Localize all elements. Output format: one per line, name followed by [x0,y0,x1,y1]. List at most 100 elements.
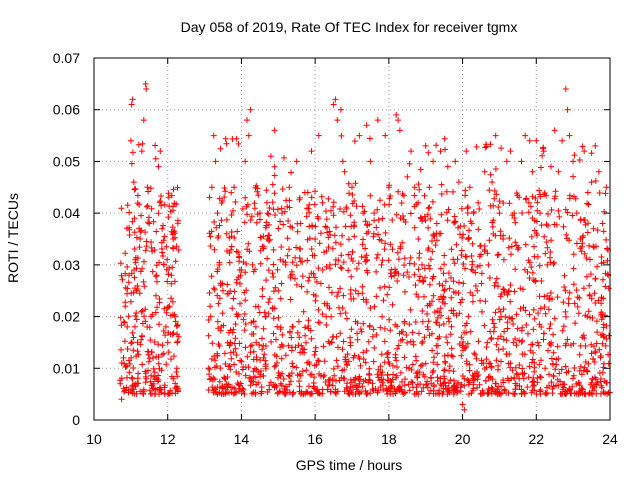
data-point [243,260,250,267]
tick-labels: 10 12 14 16 18 20 22 2400.010.020.030.040.050.0… [53,50,618,447]
data-point [227,349,234,356]
data-point [141,258,147,265]
data-point [582,359,589,365]
data-point [341,366,348,373]
data-point [155,360,162,367]
data-point [221,194,228,201]
data-point [171,228,178,235]
data-point [311,274,318,281]
data-point [166,203,173,210]
data-point [441,286,448,293]
data-point [588,379,595,386]
data-point [389,246,396,253]
data-point [505,390,512,396]
data-point [360,296,367,303]
data-point [399,239,406,246]
data-point [393,357,400,364]
data-point [402,288,408,295]
data-point [469,298,476,305]
data-point [501,328,508,335]
data-point [359,290,366,297]
data-point [168,192,175,199]
data-point [363,230,370,237]
data-point [148,372,155,379]
data-point [252,184,259,191]
data-point [330,365,337,372]
data-point [464,340,471,347]
data-point [325,244,332,251]
data-point [592,300,599,306]
data-point [438,181,445,188]
data-point [525,330,531,337]
data-point [529,269,536,276]
data-point [531,243,537,250]
data-point [122,387,128,394]
data-point [466,367,473,374]
data-point [153,228,160,235]
data-point [419,338,426,345]
data-point [314,390,321,397]
data-point [326,284,332,291]
data-point [562,342,569,349]
data-point [135,351,142,358]
data-point [363,391,370,397]
data-point [247,375,254,382]
data-point [446,285,453,292]
data-point [147,337,154,344]
data-point [438,191,445,197]
data-point [233,352,240,358]
data-point [566,289,573,296]
data-point [492,279,499,286]
data-point [436,387,443,394]
data-point [605,285,612,292]
data-point [470,208,477,215]
data-point [544,244,551,251]
data-point [426,265,433,272]
data-point [258,368,264,374]
data-point [293,158,300,165]
data-point [277,324,284,331]
data-point [139,361,146,368]
data-point [400,272,407,279]
data-point [397,243,404,250]
data-point [403,332,410,338]
data-point [500,286,507,292]
data-point [259,346,266,353]
data-point [583,255,590,261]
data-point [504,319,511,326]
data-point [543,391,550,398]
data-point [365,228,372,235]
data-point [332,239,339,246]
data-point [577,245,584,252]
data-point [584,200,591,207]
data-point [417,214,424,221]
data-point [593,243,599,250]
data-point [430,232,437,239]
data-point [508,315,515,322]
data-point [453,241,460,248]
data-point [261,309,268,316]
data-point [164,339,171,346]
data-point [549,390,556,397]
data-point [570,173,577,180]
data-point [393,374,400,381]
data-point [424,384,431,391]
data-point [293,281,300,288]
data-point [321,372,328,379]
data-point [226,362,233,369]
data-point [144,324,151,330]
data-point [394,364,400,370]
data-point [352,287,359,294]
data-point [386,284,393,291]
data-point [561,381,568,388]
data-point [138,212,145,219]
data-point [377,284,384,291]
data-point [234,380,241,387]
data-point [312,293,319,299]
data-point [457,231,463,238]
data-point [257,371,264,378]
data-point [602,342,609,349]
data-point [289,259,296,266]
data-point [211,286,218,293]
data-point [447,377,454,383]
